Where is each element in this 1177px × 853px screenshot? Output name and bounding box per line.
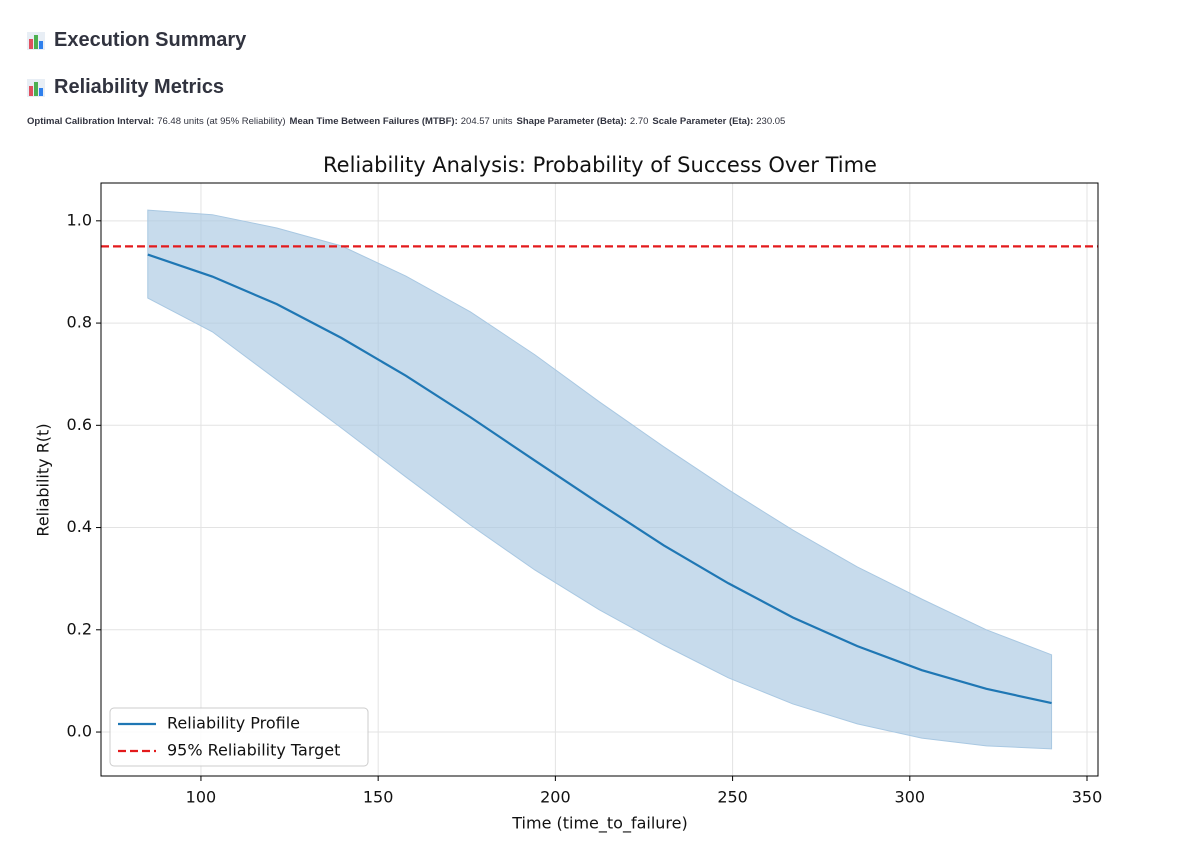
section-header: Execution Summary bbox=[26, 29, 246, 52]
chart-title: Reliability Analysis: Probability of Suc… bbox=[323, 153, 877, 177]
metric-label: Scale Parameter (Eta): bbox=[652, 116, 754, 127]
y-tick-label: 0.8 bbox=[67, 313, 92, 332]
metric-value: 230.05 bbox=[756, 116, 786, 127]
metrics-line: Optimal Calibration Interval: 76.48 units… bbox=[23, 116, 785, 127]
metric-value: 204.57 units bbox=[460, 116, 513, 127]
metric-label: Mean Time Between Failures (MTBF): bbox=[289, 116, 458, 127]
plot-frame bbox=[100, 182, 1099, 777]
x-tick-label: 150 bbox=[363, 788, 394, 807]
legend-box bbox=[109, 707, 369, 767]
metric-value: 76.48 units (at 95% Reliability) bbox=[157, 116, 286, 127]
legend-label: Reliability Profile bbox=[167, 714, 300, 733]
y-tick-label: 0.2 bbox=[67, 619, 92, 638]
y-tick-label: 1.0 bbox=[67, 210, 92, 229]
x-tick-label: 250 bbox=[717, 788, 748, 807]
x-tick-label: 300 bbox=[895, 788, 926, 807]
section-title: Reliability Metrics bbox=[54, 76, 225, 98]
y-tick-label: 0.6 bbox=[67, 415, 92, 434]
x-tick-label: 100 bbox=[186, 788, 217, 807]
icon bbox=[27, 31, 45, 50]
x-tick-label: 200 bbox=[540, 788, 571, 807]
series-line bbox=[147, 253, 1052, 705]
metric-label: Optimal Calibration Interval: bbox=[27, 116, 155, 127]
x-axis-label: Time (time_to_failure) bbox=[511, 814, 687, 834]
metric-value: 2.70 bbox=[629, 116, 649, 127]
x-tick-label: 350 bbox=[1072, 788, 1103, 807]
y-tick-label: 0.4 bbox=[67, 517, 92, 536]
icon bbox=[27, 78, 45, 97]
y-axis-label: Reliability R(t) bbox=[34, 423, 53, 536]
metric-label: Shape Parameter (Beta): bbox=[516, 116, 627, 127]
y-tick-label: 0.0 bbox=[67, 722, 92, 741]
section-header: Reliability Metrics bbox=[26, 76, 224, 99]
confidence-band bbox=[147, 209, 1053, 750]
legend-label: 95% Reliability Target bbox=[167, 741, 340, 760]
section-title: Execution Summary bbox=[54, 29, 247, 51]
